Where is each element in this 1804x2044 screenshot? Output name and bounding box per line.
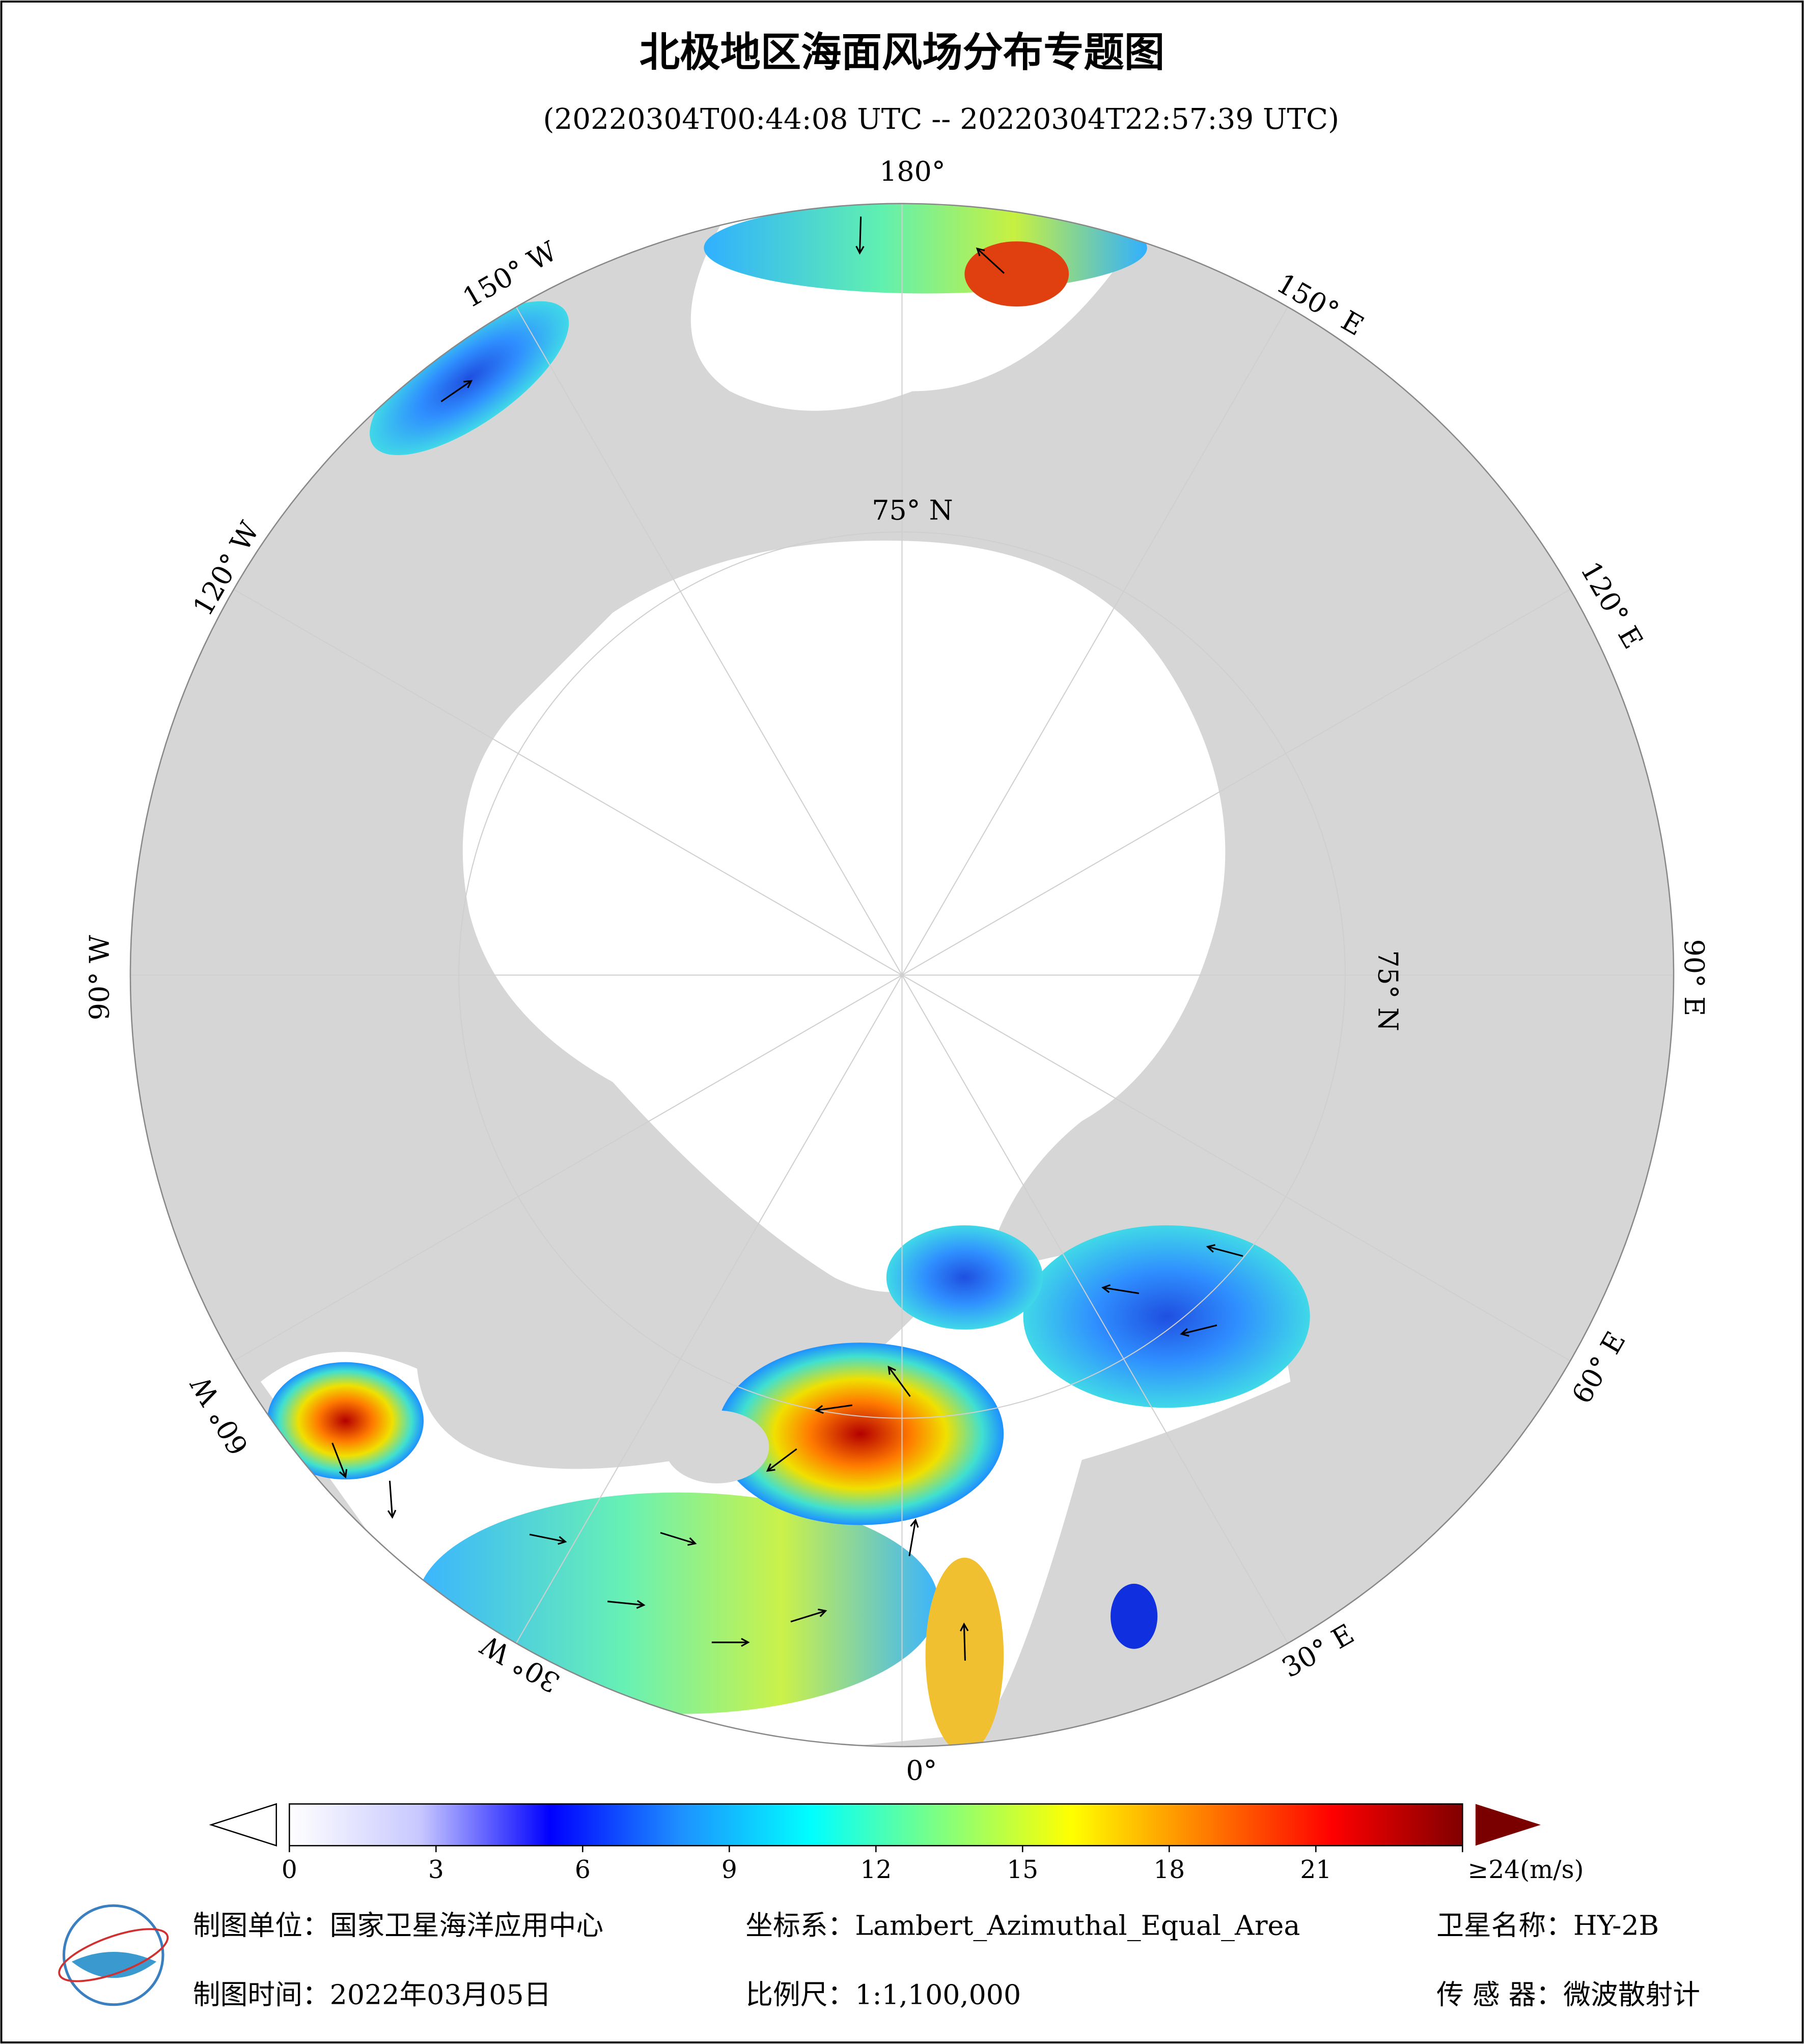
- wind-arrow: [388, 1480, 394, 1518]
- colorbar: 0 3 6 9 12 15 18 21 ≥24(m/s): [209, 1803, 1584, 1884]
- logo: [58, 1904, 169, 2006]
- wind-arrow-head: [855, 245, 865, 255]
- wind-arrow: [1207, 1246, 1243, 1257]
- colorbar-tick-label: 12: [860, 1856, 892, 1884]
- footer-field: 比例尺：1:1,100,000: [745, 1978, 1021, 2010]
- wind-arrow: [440, 380, 472, 402]
- lon-label: 0°: [906, 1754, 937, 1786]
- wind-arrow-head: [1206, 1244, 1216, 1253]
- wind-field: [267, 1362, 424, 1480]
- title: 北极地区海面风场分布专题图: [640, 29, 1164, 76]
- meridian: [233, 589, 903, 976]
- subtitle: (20220304T00:44:08 UTC -- 20220304T22:57…: [543, 103, 1340, 136]
- wind-arrow-head: [463, 380, 473, 388]
- wind-arrow: [331, 1442, 347, 1477]
- wind-arrow-head: [887, 1365, 896, 1375]
- wind-arrow: [660, 1532, 696, 1545]
- wind-field: [704, 203, 1147, 294]
- meridian: [515, 974, 903, 1644]
- wind-arrow: [963, 1624, 966, 1661]
- colorbar-min-arrow: [209, 1803, 277, 1847]
- wind-field: [1111, 1583, 1158, 1649]
- wind-field: [369, 301, 569, 456]
- colorbar-tick-label: 15: [1007, 1856, 1038, 1884]
- wind-arrow: [1102, 1286, 1140, 1295]
- meridian: [515, 306, 903, 975]
- lat-label: 75° N: [872, 494, 953, 526]
- wind-arrow-head: [636, 1600, 646, 1609]
- wind-arrow: [816, 1404, 853, 1411]
- colorbar-tick-label: 0: [282, 1856, 297, 1884]
- wind-arrow-head: [687, 1537, 697, 1546]
- wind-arrow-head: [387, 1509, 397, 1519]
- wind-arrow: [1181, 1324, 1217, 1335]
- colorbar-tick-label: 18: [1153, 1856, 1185, 1884]
- wind-field: [417, 1492, 939, 1714]
- meridian: [901, 589, 1571, 976]
- colorbar-tick-label: 21: [1300, 1856, 1331, 1884]
- colorbar-ramp: [289, 1803, 1463, 1846]
- wind-arrow: [790, 1610, 826, 1622]
- wind-arrow: [858, 216, 862, 254]
- footer-field: 制图时间：2022年03月05日: [193, 1978, 551, 2010]
- wind-arrow: [529, 1533, 566, 1543]
- lat-label: 75° N: [1372, 950, 1404, 1031]
- wind-arrow-head: [814, 1405, 824, 1414]
- graticule: [130, 203, 1674, 1747]
- parallel: [458, 531, 1346, 1419]
- colorbar-tick-label: ≥24(m/s): [1468, 1856, 1584, 1884]
- meridian: [233, 974, 903, 1361]
- colorbar-max-arrow: [1475, 1804, 1541, 1846]
- wind-arrow: [977, 248, 1005, 274]
- footer-field: 传 感 器：微波散射计: [1436, 1978, 1700, 2010]
- footer-field: 制图单位：国家卫星海洋应用中心: [193, 1910, 603, 1942]
- wind-arrow-head: [766, 1463, 775, 1472]
- wind-arrow-head: [959, 1622, 969, 1632]
- wind-arrow-head: [339, 1469, 348, 1479]
- wind-arrow: [607, 1601, 644, 1606]
- colorbar-tick-label: 6: [575, 1856, 591, 1884]
- wind-field: [1023, 1225, 1310, 1408]
- wind-field: [964, 241, 1069, 307]
- wind-field: [886, 1225, 1043, 1330]
- wind-arrow-head: [818, 1608, 827, 1617]
- arctic-ocean: [462, 540, 1226, 1293]
- lon-label: 60° W: [184, 1370, 255, 1460]
- wind-arrow-head: [558, 1536, 567, 1545]
- meridian: [901, 306, 1289, 975]
- iceland: [664, 1410, 769, 1483]
- wind-arrow: [888, 1366, 911, 1397]
- wind-arrow-head: [1101, 1284, 1111, 1293]
- footer-field: 坐标系：Lambert_Azimuthal_Equal_Area: [745, 1910, 1300, 1942]
- lon-label: 180°: [879, 155, 945, 187]
- map-rim: [129, 203, 1675, 1748]
- wind-arrow-head: [1180, 1328, 1189, 1337]
- footer-field: 卫星名称：HY-2B: [1436, 1910, 1659, 1942]
- wind-field: [716, 1342, 1004, 1525]
- map: [130, 203, 1674, 1747]
- wind-arrow-head: [910, 1518, 919, 1528]
- lon-label: 90° E: [1678, 939, 1710, 1017]
- wind-arrow-head: [741, 1638, 750, 1647]
- colorbar-tick-label: 3: [428, 1856, 444, 1884]
- lon-label: 90° W: [84, 935, 116, 1020]
- meridian: [901, 974, 1571, 1361]
- colorbar-tick-label: 9: [721, 1856, 737, 1884]
- wind-arrows: [331, 216, 1243, 1661]
- meridian: [901, 974, 1289, 1644]
- wind-arrow: [767, 1448, 797, 1472]
- wind-arrow-head: [976, 247, 985, 257]
- wind-arrow: [908, 1520, 917, 1556]
